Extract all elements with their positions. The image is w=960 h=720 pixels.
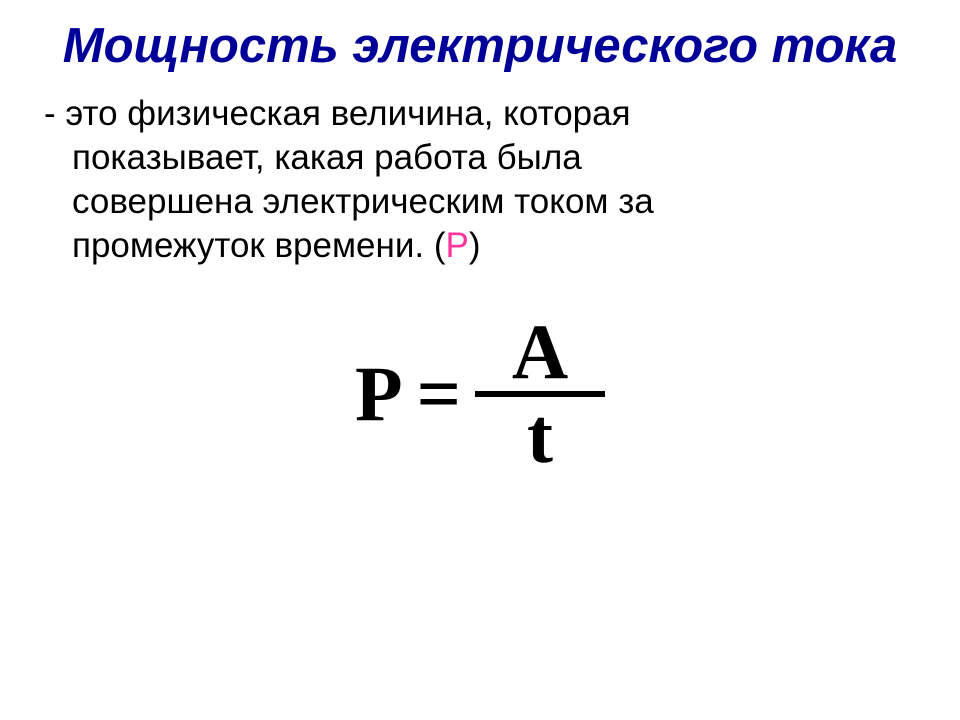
- definition-line-4-suffix: ): [469, 226, 481, 265]
- power-symbol: Р: [446, 226, 469, 265]
- formula-denominator: t: [521, 397, 559, 475]
- definition-line-4-prefix: промежуток времени. (: [72, 226, 446, 265]
- formula-numerator: A: [506, 313, 574, 391]
- formula-fraction: A t: [475, 313, 605, 475]
- equals-sign: =: [417, 355, 461, 433]
- definition-block: - это физическая величина, которая показ…: [40, 92, 920, 267]
- power-formula: P = A t: [355, 313, 605, 475]
- formula-lhs: P: [355, 355, 403, 433]
- slide-title: Мощность электрического тока: [40, 18, 920, 74]
- definition-line-4: промежуток времени. (Р): [72, 224, 920, 268]
- definition-line-1: - это физическая величина, которая: [44, 92, 920, 136]
- definition-line-2: показывает, какая работа была: [72, 136, 920, 180]
- definition-line-3: совершена электрическим током за: [72, 180, 920, 224]
- formula-block: P = A t: [40, 313, 920, 475]
